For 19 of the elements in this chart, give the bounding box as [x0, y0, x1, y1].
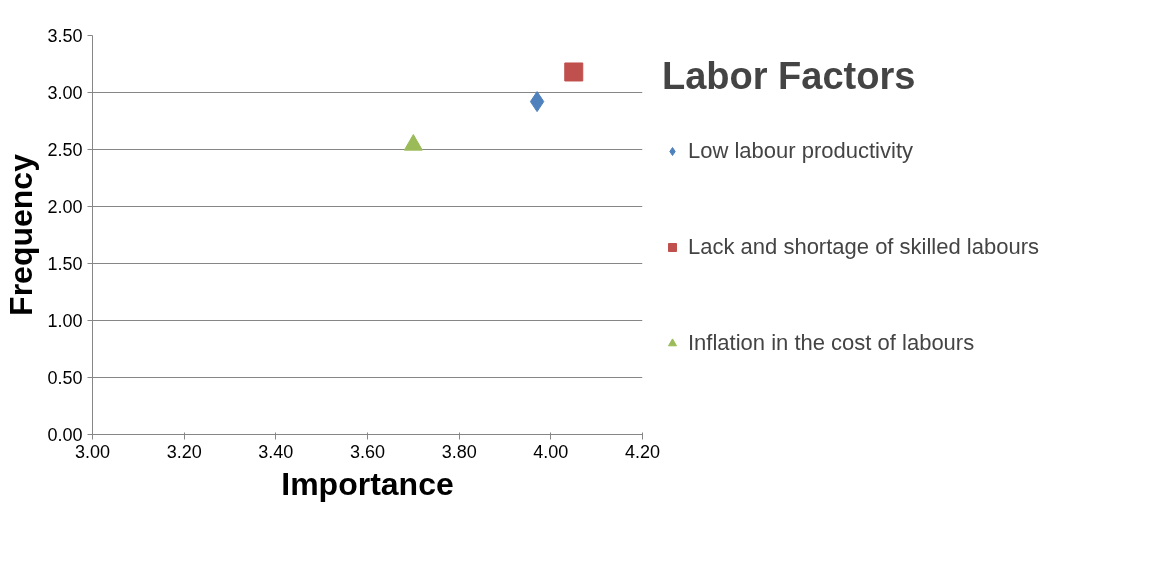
y-tick-label: 0.50 [47, 368, 83, 388]
x-tick-label: 3.40 [258, 441, 294, 462]
legend-label: Low labour productivity [688, 138, 914, 164]
x-tick-label: 4.20 [624, 441, 661, 462]
legend-label: Lack and shortage of skilled labours [688, 234, 1039, 260]
x-tick-label: 3.80 [441, 441, 477, 462]
x-tick-label: 4.00 [533, 441, 569, 462]
y-tick-label: 3.00 [47, 83, 83, 103]
y-tick-label: 3.50 [47, 26, 83, 46]
y-tick-label: 1.50 [47, 254, 83, 274]
y-tick-label: 2.00 [47, 197, 83, 217]
y-axis-title: Frequency [3, 153, 40, 316]
legend-label: Inflation in the cost of labours [688, 330, 975, 356]
x-tick-label: 3.20 [166, 441, 202, 462]
x-tick-label: 3.60 [349, 441, 386, 462]
text: Labor Factors [662, 55, 917, 98]
x-axis-title: Importance [281, 465, 454, 502]
y-tick-label: 2.50 [47, 140, 83, 160]
y-tick-label: 1.00 [47, 311, 83, 331]
